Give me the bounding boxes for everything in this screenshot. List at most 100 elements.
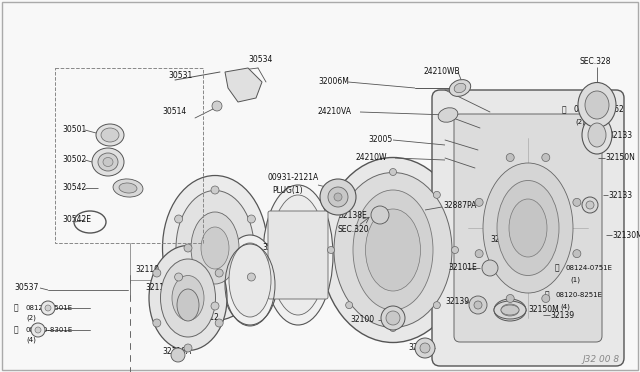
Ellipse shape	[149, 246, 227, 350]
Circle shape	[390, 324, 397, 331]
Circle shape	[386, 311, 400, 325]
Ellipse shape	[223, 235, 278, 325]
FancyBboxPatch shape	[268, 211, 328, 299]
Text: 32113: 32113	[262, 244, 286, 253]
Ellipse shape	[588, 123, 606, 147]
Circle shape	[371, 206, 389, 224]
Ellipse shape	[92, 148, 124, 176]
Text: 30514: 30514	[162, 108, 186, 116]
Text: 32101E: 32101E	[448, 263, 477, 273]
Ellipse shape	[449, 80, 470, 96]
Ellipse shape	[494, 299, 526, 321]
Circle shape	[346, 302, 353, 309]
Ellipse shape	[113, 179, 143, 197]
Circle shape	[573, 250, 581, 258]
Text: Ⓑ: Ⓑ	[14, 326, 19, 334]
Text: SEC.320: SEC.320	[338, 225, 370, 234]
Text: 30542: 30542	[62, 183, 86, 192]
Ellipse shape	[578, 83, 616, 128]
Circle shape	[171, 348, 185, 362]
Circle shape	[582, 197, 598, 213]
Text: 08110-61262: 08110-61262	[574, 106, 625, 115]
Circle shape	[334, 193, 342, 201]
Ellipse shape	[101, 128, 119, 142]
Ellipse shape	[582, 116, 612, 154]
Text: 32130M: 32130M	[612, 231, 640, 240]
Text: Ⓑ: Ⓑ	[14, 304, 19, 312]
Circle shape	[475, 198, 483, 206]
Circle shape	[320, 179, 356, 215]
Text: 32100: 32100	[350, 315, 374, 324]
Circle shape	[420, 343, 430, 353]
Text: 32887PA: 32887PA	[443, 201, 476, 209]
Circle shape	[211, 186, 219, 194]
Text: 32005: 32005	[368, 135, 392, 144]
Text: 32887P: 32887P	[258, 291, 287, 299]
FancyBboxPatch shape	[454, 114, 602, 342]
Ellipse shape	[483, 163, 573, 293]
Circle shape	[506, 154, 514, 161]
Circle shape	[474, 301, 482, 309]
Ellipse shape	[201, 227, 229, 269]
Circle shape	[184, 244, 192, 252]
Text: (2): (2)	[26, 315, 36, 321]
Ellipse shape	[98, 153, 118, 171]
Ellipse shape	[172, 276, 204, 321]
Text: 08120-8251E: 08120-8251E	[556, 292, 603, 298]
Circle shape	[215, 319, 223, 327]
Circle shape	[248, 273, 255, 281]
Circle shape	[381, 306, 405, 330]
Circle shape	[328, 187, 348, 207]
Ellipse shape	[497, 180, 559, 276]
Text: Ⓑ: Ⓑ	[555, 263, 559, 273]
Circle shape	[45, 305, 51, 311]
Circle shape	[175, 273, 182, 281]
Ellipse shape	[501, 304, 519, 316]
Text: 24210W: 24210W	[355, 154, 387, 163]
Circle shape	[451, 247, 458, 253]
Text: (2): (2)	[575, 119, 585, 125]
Text: 08120-8501E: 08120-8501E	[25, 305, 72, 311]
Ellipse shape	[263, 185, 333, 325]
Circle shape	[482, 260, 498, 276]
Ellipse shape	[191, 212, 239, 284]
Circle shape	[506, 295, 514, 302]
Text: 32150M: 32150M	[528, 305, 559, 314]
Ellipse shape	[177, 289, 199, 321]
Circle shape	[433, 302, 440, 309]
Text: 32138E: 32138E	[338, 211, 367, 219]
Text: (4): (4)	[26, 337, 36, 343]
Circle shape	[175, 215, 182, 223]
Text: 24210WB: 24210WB	[423, 67, 460, 77]
Text: 32139: 32139	[445, 298, 469, 307]
Text: 32110A: 32110A	[162, 347, 191, 356]
Ellipse shape	[103, 157, 113, 167]
Text: 00931-2121A: 00931-2121A	[268, 173, 319, 183]
Circle shape	[475, 250, 483, 258]
Ellipse shape	[585, 91, 609, 119]
Text: J32 00 8: J32 00 8	[583, 355, 620, 364]
Text: 30542E: 30542E	[62, 215, 91, 224]
Circle shape	[35, 327, 41, 333]
Text: 32130: 32130	[490, 235, 514, 244]
Circle shape	[211, 302, 219, 310]
Text: 32110: 32110	[135, 266, 159, 275]
Circle shape	[215, 269, 223, 277]
Ellipse shape	[176, 190, 254, 305]
Ellipse shape	[454, 83, 466, 93]
Text: Ⓑ: Ⓑ	[562, 106, 566, 115]
Circle shape	[586, 201, 594, 209]
Text: 24210VA: 24210VA	[318, 108, 352, 116]
Text: 32103: 32103	[408, 343, 432, 353]
Circle shape	[153, 319, 161, 327]
Circle shape	[184, 344, 192, 352]
Ellipse shape	[438, 108, 458, 122]
Circle shape	[573, 198, 581, 206]
Text: PLUG(1): PLUG(1)	[272, 186, 303, 195]
Circle shape	[542, 154, 550, 161]
Text: (4): (4)	[560, 304, 570, 310]
Circle shape	[469, 296, 487, 314]
Ellipse shape	[163, 176, 268, 321]
Ellipse shape	[270, 195, 326, 315]
Text: 30534: 30534	[248, 55, 273, 64]
